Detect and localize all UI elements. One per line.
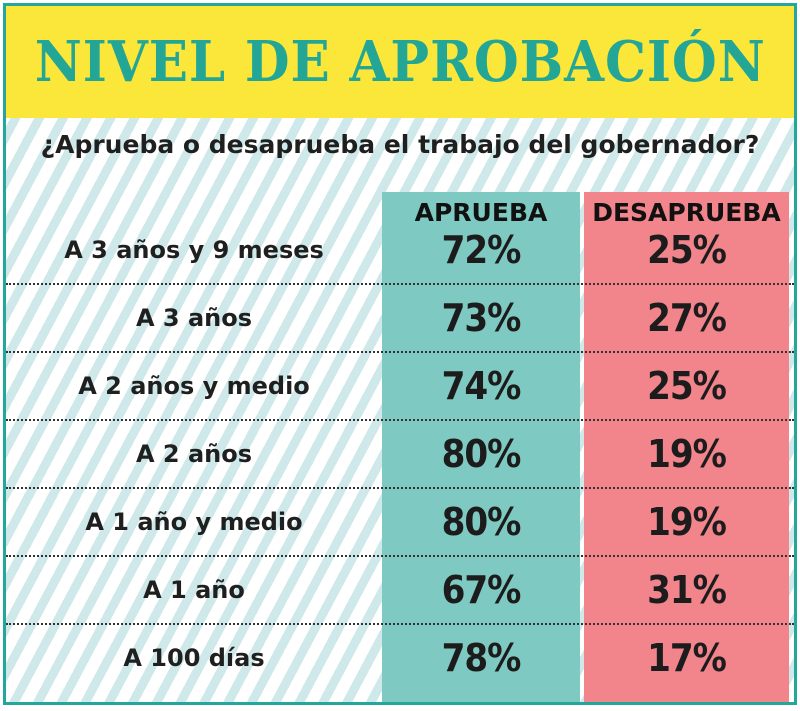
page-title: NIVEL DE APROBACIÓN (34, 29, 766, 95)
row-label: A 2 años (135, 440, 253, 468)
row-label: A 2 años y medio (78, 372, 310, 400)
title-band: NIVEL DE APROBACIÓN (6, 6, 794, 118)
table-row: A 3 años y 9 meses 72% 25% (6, 216, 794, 284)
question-text: ¿Aprueba o desaprueba el trabajo del gob… (40, 130, 760, 159)
row-label: A 3 años (135, 304, 253, 332)
row-divider (6, 555, 794, 557)
approve-value: 80% (441, 432, 522, 476)
disapprove-column-header: DESAPRUEBA (592, 198, 781, 227)
table-row: A 1 año 67% 31% (6, 556, 794, 624)
approve-value: 73% (441, 296, 522, 340)
approve-value: 67% (441, 568, 522, 612)
row-divider (6, 351, 794, 353)
table-row: A 2 años 80% 19% (6, 420, 794, 488)
approve-column-header: APRUEBA (414, 198, 548, 227)
approve-value: 78% (441, 636, 522, 680)
disapprove-value: 17% (647, 636, 727, 680)
approve-value: 72% (441, 228, 522, 272)
table-row: A 100 días 78% 17% (6, 624, 794, 692)
row-label: A 1 año y medio (85, 508, 303, 536)
table-row: A 1 año y medio 80% 19% (6, 488, 794, 556)
row-divider (6, 419, 794, 421)
disapprove-value: 19% (647, 500, 727, 544)
row-divider (6, 487, 794, 489)
disapprove-value: 27% (647, 296, 727, 340)
infographic-frame: NIVEL DE APROBACIÓN ¿Aprueba o desaprueb… (3, 3, 797, 705)
row-divider (6, 283, 794, 285)
row-label: A 100 días (123, 644, 265, 672)
approve-column-background (382, 192, 580, 702)
row-label: A 3 años y 9 meses (64, 236, 324, 264)
row-divider (6, 623, 794, 625)
table-row: A 3 años 73% 27% (6, 284, 794, 352)
disapprove-value: 25% (647, 228, 727, 272)
disapprove-value: 19% (647, 432, 727, 476)
approve-value: 80% (441, 500, 522, 544)
approve-value: 74% (441, 364, 522, 408)
table-row: A 2 años y medio 74% 25% (6, 352, 794, 420)
disapprove-value: 31% (647, 568, 727, 612)
disapprove-column-background (584, 192, 789, 702)
disapprove-value: 25% (647, 364, 727, 408)
row-label: A 1 año (143, 576, 245, 604)
